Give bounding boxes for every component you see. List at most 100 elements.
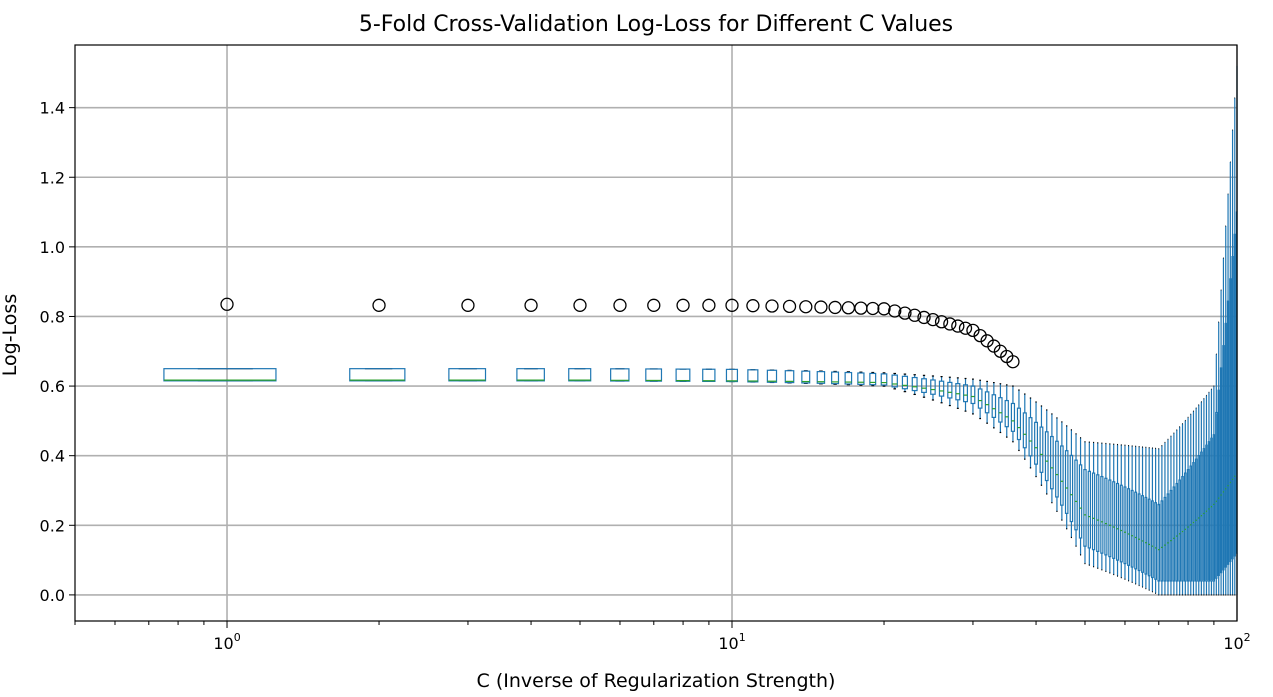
box-63 — [1134, 445, 1138, 585]
box-67 — [1147, 447, 1151, 591]
box-15 — [816, 370, 826, 385]
flier-point — [958, 321, 973, 335]
flier-point — [372, 298, 386, 312]
box-83 — [1194, 407, 1198, 596]
box-52 — [1091, 441, 1096, 568]
box-rect — [801, 370, 811, 384]
box-99 — [1233, 97, 1236, 596]
box-rect — [1147, 498, 1151, 577]
box-rect — [1224, 322, 1227, 568]
box-81 — [1189, 413, 1193, 596]
box-96 — [1226, 193, 1230, 596]
flier-point — [782, 299, 797, 314]
box-rect — [1039, 426, 1044, 473]
flier-point — [917, 310, 931, 325]
box-rect — [349, 368, 406, 382]
box-73 — [1166, 438, 1170, 596]
box-rect — [1233, 233, 1236, 557]
box-rect — [1205, 444, 1208, 582]
box-rect — [1231, 256, 1234, 560]
box-rect — [1130, 489, 1134, 568]
box-rect — [1074, 459, 1078, 531]
box-22 — [901, 373, 909, 393]
box-71 — [1160, 444, 1164, 596]
box-92 — [1217, 321, 1220, 596]
y-tick-label: 1.0 — [40, 238, 65, 257]
box-rect — [1022, 412, 1027, 449]
box-66 — [1144, 446, 1148, 590]
y-tick-label: 1.2 — [40, 168, 65, 187]
box-rect — [921, 378, 927, 394]
flier-point — [524, 298, 538, 312]
y-axis: 0.0 0.2 0.4 0.6 0.8 1.0 1.2 1.4 — [40, 99, 75, 605]
box-50 — [1083, 441, 1087, 565]
box-rect — [163, 368, 277, 382]
box-88 — [1207, 391, 1211, 596]
box-36 — [1010, 385, 1016, 443]
box-rect — [963, 384, 968, 403]
box-rect — [1215, 411, 1218, 579]
box-41 — [1039, 405, 1044, 486]
box-53 — [1096, 442, 1100, 569]
flier-point — [676, 298, 690, 312]
box-48 — [1074, 433, 1078, 547]
box-rect — [1169, 489, 1173, 582]
box-rect — [1166, 493, 1170, 582]
box-rect — [784, 370, 795, 384]
box-8 — [675, 368, 691, 382]
box-62 — [1130, 445, 1134, 583]
box-rect — [1207, 441, 1211, 582]
flier-point — [1006, 355, 1020, 369]
box-10 — [725, 368, 739, 383]
box-59 — [1119, 444, 1123, 579]
flier-point — [461, 298, 475, 312]
box-rect — [1178, 479, 1181, 582]
box-rect — [1154, 502, 1158, 580]
box-rect — [1189, 465, 1193, 582]
box-rect — [938, 380, 945, 397]
box-rect — [1060, 445, 1064, 506]
y-tick-label: 1.4 — [40, 99, 65, 118]
box-64 — [1137, 446, 1141, 587]
flier-point — [951, 319, 965, 333]
box-78 — [1181, 423, 1184, 596]
box-20 — [880, 372, 888, 387]
box-rect — [1034, 421, 1039, 465]
box-86 — [1202, 398, 1206, 596]
box-61 — [1127, 444, 1131, 582]
box-28 — [955, 377, 961, 409]
box-72 — [1163, 441, 1167, 596]
box-rect — [1222, 345, 1225, 571]
box-rect — [1226, 300, 1230, 565]
box-21 — [891, 372, 898, 390]
box-rect — [911, 376, 918, 392]
flier-point — [877, 302, 891, 316]
y-tick-label: 0.4 — [40, 447, 65, 466]
flier-point — [765, 299, 779, 313]
box-rect — [1100, 475, 1104, 554]
box-34 — [998, 383, 1003, 434]
box-84 — [1197, 404, 1201, 596]
box-70 — [1157, 448, 1161, 596]
box-29 — [963, 377, 968, 412]
box-24 — [921, 374, 927, 398]
box-45 — [1060, 421, 1064, 521]
box-47 — [1069, 429, 1074, 539]
box-40 — [1034, 401, 1039, 478]
box-rect — [984, 391, 990, 414]
box-74 — [1169, 435, 1173, 596]
box-rect — [1134, 491, 1138, 570]
box-rect — [568, 368, 592, 382]
flier-point — [943, 317, 957, 331]
flier-point — [613, 298, 627, 312]
box-60 — [1123, 444, 1127, 580]
flier-point — [220, 297, 234, 311]
box-31 — [977, 379, 983, 420]
flier-point — [973, 328, 987, 343]
box-rect — [1181, 475, 1184, 582]
x-axis: 100 101 102 — [74, 621, 1251, 653]
box-95 — [1224, 225, 1227, 596]
box-42 — [1044, 409, 1049, 495]
